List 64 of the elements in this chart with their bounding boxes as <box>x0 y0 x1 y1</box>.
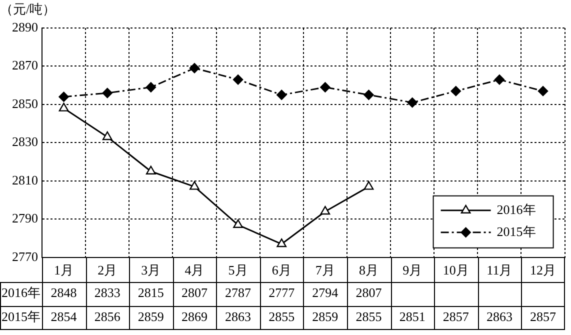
y-tick-label: 2770 <box>12 248 38 264</box>
y-tick-label: 2790 <box>12 210 38 226</box>
point <box>276 238 287 248</box>
point <box>538 86 548 96</box>
point <box>58 102 69 112</box>
x-tick-label: 11月 <box>486 262 512 278</box>
point <box>190 181 200 190</box>
data-label: 2807 <box>356 284 382 300</box>
x-tick-label: 10月 <box>442 262 469 278</box>
data-label: 2833 <box>94 284 120 300</box>
y-tick-label: 2830 <box>12 134 38 150</box>
y-tick-label: 2870 <box>12 58 38 73</box>
y-axis-title: （元/吨） <box>0 1 56 16</box>
data-label: 2857 <box>442 308 470 324</box>
data-label: 2807 <box>181 284 208 300</box>
point <box>450 86 461 96</box>
x-tick-label: 8月 <box>359 262 378 278</box>
data-label: 2855 <box>356 308 382 324</box>
point <box>364 181 374 190</box>
x-tick-label: 6月 <box>272 262 292 278</box>
data-label: 2794 <box>312 284 339 300</box>
text: 2015年 <box>2 308 40 324</box>
x-tick-label: 4月 <box>184 262 204 278</box>
x-tick-label: 9月 <box>402 262 422 278</box>
point <box>146 166 156 174</box>
data-label: 2851 <box>399 308 426 324</box>
data-label: 2859 <box>138 308 164 324</box>
data-label: 2856 <box>94 308 121 324</box>
point <box>146 82 156 92</box>
data-label: 2863 <box>225 308 252 324</box>
data-label: 2855 <box>268 308 295 324</box>
point <box>364 90 374 100</box>
legend-label: 2015年 <box>496 224 536 239</box>
data-label: 2848 <box>50 284 77 300</box>
point <box>494 74 505 85</box>
data-label: 2859 <box>312 308 338 324</box>
data-label: 2869 <box>181 308 208 324</box>
data-label: 2857 <box>530 308 557 324</box>
point <box>232 74 244 85</box>
text: 2016年 <box>2 284 40 300</box>
point <box>102 88 112 98</box>
x-tick-label: 1月 <box>54 262 74 278</box>
x-tick-label: 3月 <box>141 262 161 278</box>
x-tick-label: 7月 <box>315 262 335 278</box>
x-tick-label: 5月 <box>228 262 248 278</box>
x-tick-label: 12月 <box>530 262 556 278</box>
legend-label: 2016年 <box>496 202 536 217</box>
x-tick-label: 2月 <box>98 262 118 278</box>
data-label: 2777 <box>268 284 296 300</box>
point <box>320 206 330 215</box>
point <box>102 131 112 140</box>
point <box>320 82 330 92</box>
data-label: 2787 <box>225 284 252 300</box>
point <box>233 219 243 228</box>
point <box>189 63 200 74</box>
data-label: 2854 <box>50 308 78 324</box>
data-label: 2863 <box>486 308 512 324</box>
y-tick-label: 2890 <box>12 19 38 34</box>
y-tick-label: 2810 <box>12 172 38 188</box>
y-tick-label: 2850 <box>12 96 38 111</box>
point <box>276 90 287 100</box>
point <box>58 92 69 102</box>
data-label: 2815 <box>138 284 164 300</box>
point <box>407 97 418 108</box>
